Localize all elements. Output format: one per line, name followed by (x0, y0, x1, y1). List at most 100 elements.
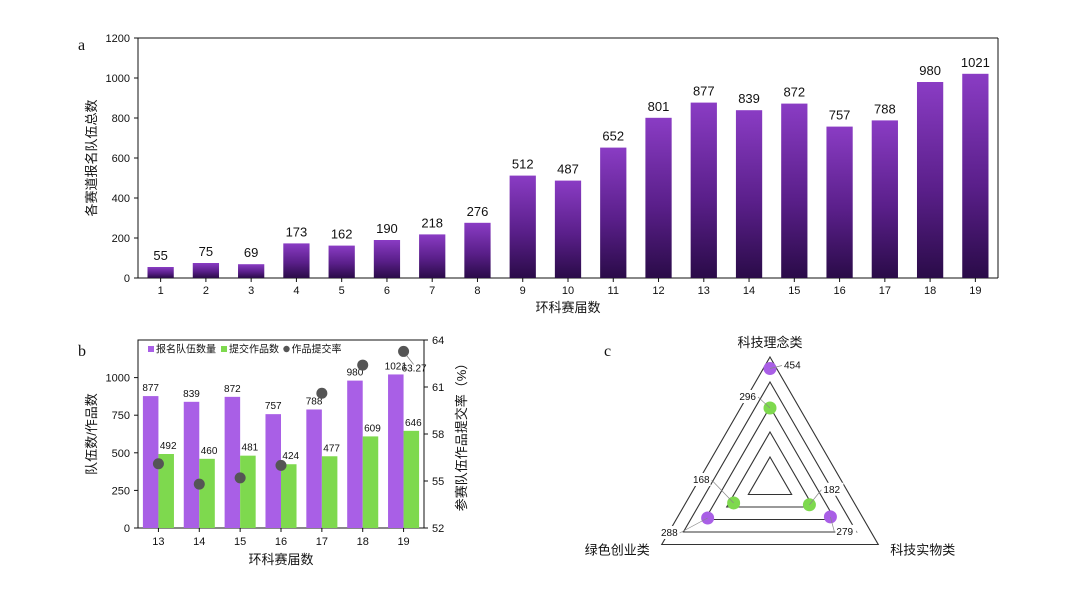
chart-b-rate-point (398, 345, 410, 357)
chart-a-x-tick-label: 17 (879, 285, 891, 297)
chart-a-bar (328, 245, 355, 278)
chart-b-bar-submitted (240, 455, 256, 528)
chart-a-data-label: 801 (648, 99, 670, 114)
chart-a-data-label: 487 (557, 162, 579, 177)
chart-c-data-label: 279 (836, 527, 853, 538)
chart-a-x-label: 环科赛届数 (535, 300, 600, 315)
chart-c-data-label: 454 (784, 361, 801, 372)
chart-a-bar (600, 147, 627, 278)
chart-a-data-label: 190 (376, 221, 398, 236)
chart-b-x-tick-label: 15 (234, 536, 246, 548)
chart-c-data-label: 296 (739, 392, 756, 403)
chart-b-y-right-label: 参赛队伍作品提交率（%） (454, 357, 469, 512)
chart-b-rate-point (193, 478, 205, 490)
chart-a-data-label: 173 (286, 224, 308, 239)
chart-a-data-label: 652 (602, 129, 624, 144)
chart-b-data-label-submitted: 492 (160, 441, 177, 452)
chart-c-label-bg (689, 473, 711, 486)
panel-label-b: b (78, 343, 86, 360)
chart-b-rate-point (234, 472, 246, 484)
chart-b-bar-submitted (199, 458, 215, 528)
chart-b-data-label-registered: 839 (183, 389, 200, 400)
chart-c-label-bg (736, 390, 757, 403)
chart-a-x-tick-label: 16 (833, 285, 845, 297)
chart-b-legend-entry: 报名队伍数量 (156, 343, 216, 356)
chart-a-x-tick-label: 8 (474, 285, 480, 297)
chart-b-data-label-registered: 757 (265, 401, 282, 412)
chart-c-label-bg (835, 524, 857, 538)
chart-b-y-tick-label: 1000 (106, 373, 130, 385)
chart-b-data-label-registered: 1021 (385, 361, 408, 372)
chart-b-legend-swatch (148, 346, 154, 352)
chart-c-label-bg (822, 482, 844, 496)
chart-b-y-tick-label: 250 (112, 485, 130, 497)
chart-a-bar (962, 73, 989, 278)
chart-c-leader (711, 479, 734, 504)
chart-c-leader (809, 489, 822, 505)
chart-a-data-label: 75 (199, 244, 213, 259)
chart-b-y-right-tick-label: 52 (432, 523, 444, 535)
chart-a-data-label: 788 (874, 101, 896, 116)
chart-a-bar (554, 180, 582, 278)
chart-a-x-tick-label: 12 (652, 285, 664, 297)
chart-a-bar (690, 102, 717, 278)
chart-b-bar-submitted (158, 454, 174, 528)
chart-a-x-tick-label: 15 (788, 285, 800, 297)
chart-a-x-tick-label: 6 (384, 285, 390, 297)
chart-a-data-label: 55 (153, 248, 167, 263)
chart-a-x-tick-label: 4 (293, 285, 299, 297)
chart-a-data-label: 69 (244, 245, 258, 260)
chart-b-bar-registered (347, 380, 363, 528)
chart-a-x-tick-label: 11 (608, 285, 619, 297)
chart-b-y-tick-label: 500 (112, 448, 130, 460)
chart-b-x-tick-label: 18 (357, 536, 369, 548)
chart-b-rate-point (152, 458, 164, 470)
chart-b-y-right-tick-label: 55 (432, 476, 444, 488)
chart-c-label-bg (783, 358, 804, 372)
chart-b-data-label-submitted: 477 (323, 443, 340, 454)
chart-a-bar (373, 240, 401, 278)
chart-b-x-tick-label: 13 (152, 536, 164, 548)
chart-b-bar-registered (142, 396, 159, 528)
chart-c-label-bg (657, 526, 679, 539)
panel-label-c: c (604, 343, 611, 360)
chart-a-x-tick-label: 19 (969, 285, 981, 297)
chart-c-data-label: 182 (823, 485, 840, 496)
chart-b-bar-registered (265, 414, 281, 528)
chart-a-bar (735, 110, 763, 278)
chart-b-bar-registered (224, 396, 241, 528)
chart-b-bar-registered (388, 374, 404, 528)
chart-b-x-tick-label: 14 (193, 536, 205, 548)
chart-a-data-label: 757 (829, 108, 851, 123)
chart-a-y-tick-label: 800 (112, 113, 130, 125)
chart-b-annotation-leader (406, 355, 414, 365)
chart-b-legend-swatch (221, 346, 227, 352)
chart-c-axis-label: 绿色创业类 (585, 543, 650, 558)
chart-b-data-label-registered: 872 (224, 384, 241, 395)
panel-label-a: a (78, 37, 85, 54)
chart-a-bar (509, 175, 536, 278)
chart-c-leader (679, 517, 708, 534)
chart-b-x-label: 环科赛届数 (248, 552, 313, 567)
chart-a-bar (283, 243, 310, 278)
chart-a-x-tick-label: 9 (520, 285, 526, 297)
chart-a-x-tick-label: 7 (429, 285, 435, 297)
chart-a-bar (238, 264, 265, 278)
chart-b-legend-entry: 作品提交率 (292, 343, 342, 356)
chart-b-data-label-registered: 980 (347, 368, 364, 379)
chart-b-y-right-tick-label: 61 (432, 382, 444, 394)
chart-a-data-label: 980 (919, 63, 941, 78)
chart-c-grid-ring (725, 430, 815, 508)
chart-b-bar-submitted (321, 456, 338, 528)
chart-a-bar (192, 263, 220, 278)
chart-a-bar (781, 103, 808, 278)
chart-a-y-label: 各赛道报名队伍总数 (84, 99, 99, 216)
chart-b-data-label-submitted: 646 (405, 418, 422, 429)
chart-a-x-tick-label: 10 (562, 285, 574, 297)
chart-b-y-tick-label: 750 (112, 410, 130, 422)
chart-c-grid-ring (660, 355, 880, 546)
chart-a-y-tick-label: 600 (112, 153, 130, 165)
chart-b-annotation: 63.27 (402, 363, 427, 374)
chart-a-x-tick-label: 13 (698, 285, 710, 297)
chart-a-x-tick-label: 14 (743, 285, 755, 297)
